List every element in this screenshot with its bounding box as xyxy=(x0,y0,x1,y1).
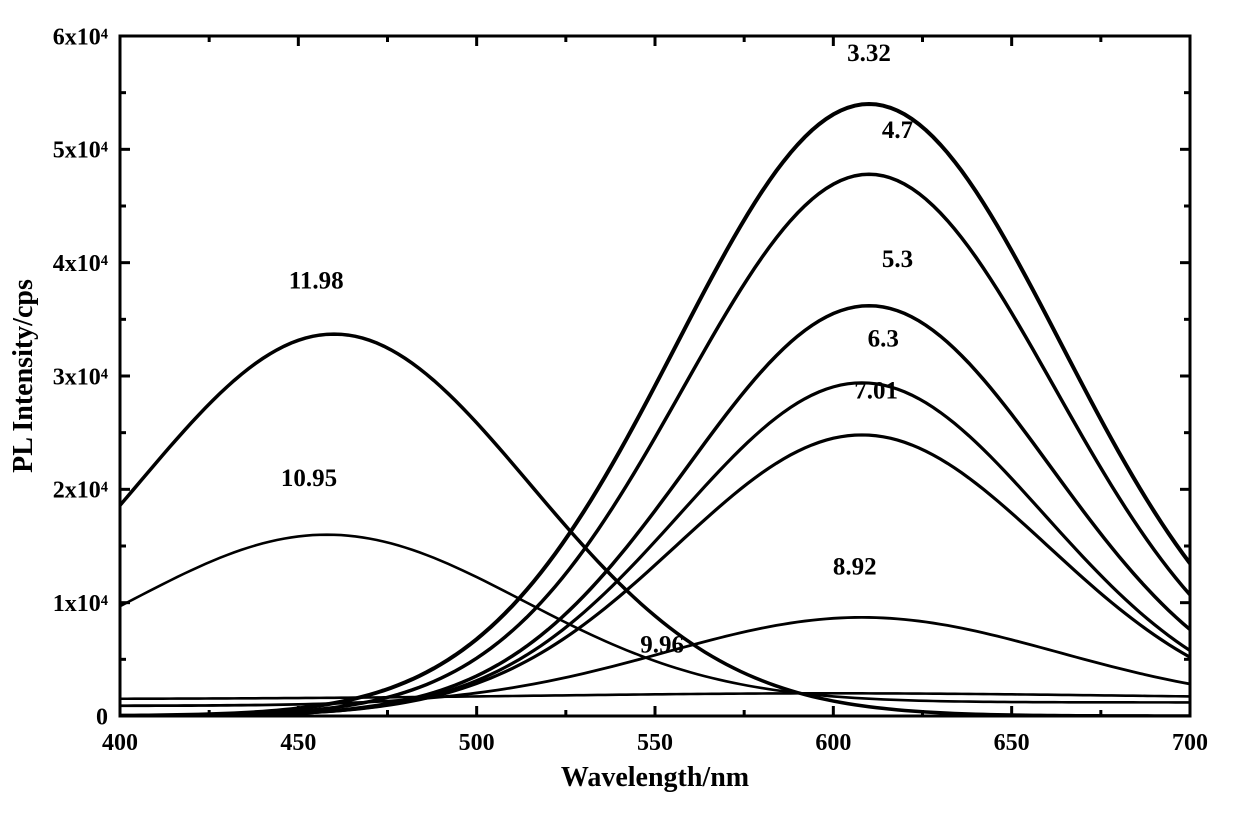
series-label: 7.01 xyxy=(854,378,898,405)
y-tick-label: 0 xyxy=(96,704,108,730)
y-tick-label: 2x10⁴ xyxy=(53,478,108,504)
x-tick-label: 650 xyxy=(994,730,1030,756)
x-tick-label: 500 xyxy=(459,730,495,756)
series-label: 11.98 xyxy=(289,268,344,295)
series-curve xyxy=(120,104,1190,716)
y-axis-label: PL Intensity/cps xyxy=(8,279,39,473)
series-curve xyxy=(120,383,1190,716)
series-label: 5.3 xyxy=(882,246,913,273)
curves-group xyxy=(120,104,1190,716)
y-tick-label: 6x10⁴ xyxy=(53,24,108,50)
series-label: 10.95 xyxy=(281,465,337,492)
y-tick-label: 4x10⁴ xyxy=(53,251,108,277)
series-label: 8.92 xyxy=(833,553,877,580)
plot-svg: 400 450 500 550 600 650 700 0 1x10⁴ 2x10⁴ 3x10⁴ 4x1… xyxy=(0,0,1240,824)
figure-container: 400 450 500 550 600 650 700 0 1x10⁴ 2x10⁴ 3x10⁴ 4x1… xyxy=(0,0,1240,824)
series-label: 6.3 xyxy=(868,326,899,353)
x-tick-label: 600 xyxy=(815,730,851,756)
series-label: 4.7 xyxy=(882,117,913,144)
series-curve xyxy=(120,535,1190,703)
series-label: 3.32 xyxy=(847,40,891,67)
series-curve xyxy=(120,334,1190,716)
x-tick-label: 400 xyxy=(102,730,138,756)
x-tick-label: 550 xyxy=(637,730,673,756)
y-tick-label: 5x10⁴ xyxy=(53,138,108,164)
x-tick-label: 700 xyxy=(1172,730,1208,756)
x-tick-label: 450 xyxy=(280,730,316,756)
y-tick-label: 3x10⁴ xyxy=(53,364,108,390)
y-tick-label: 1x10⁴ xyxy=(53,591,108,617)
series-label: 9.96 xyxy=(640,632,684,659)
x-axis-label: Wavelength/nm xyxy=(561,762,749,793)
series-curve xyxy=(120,693,1190,698)
